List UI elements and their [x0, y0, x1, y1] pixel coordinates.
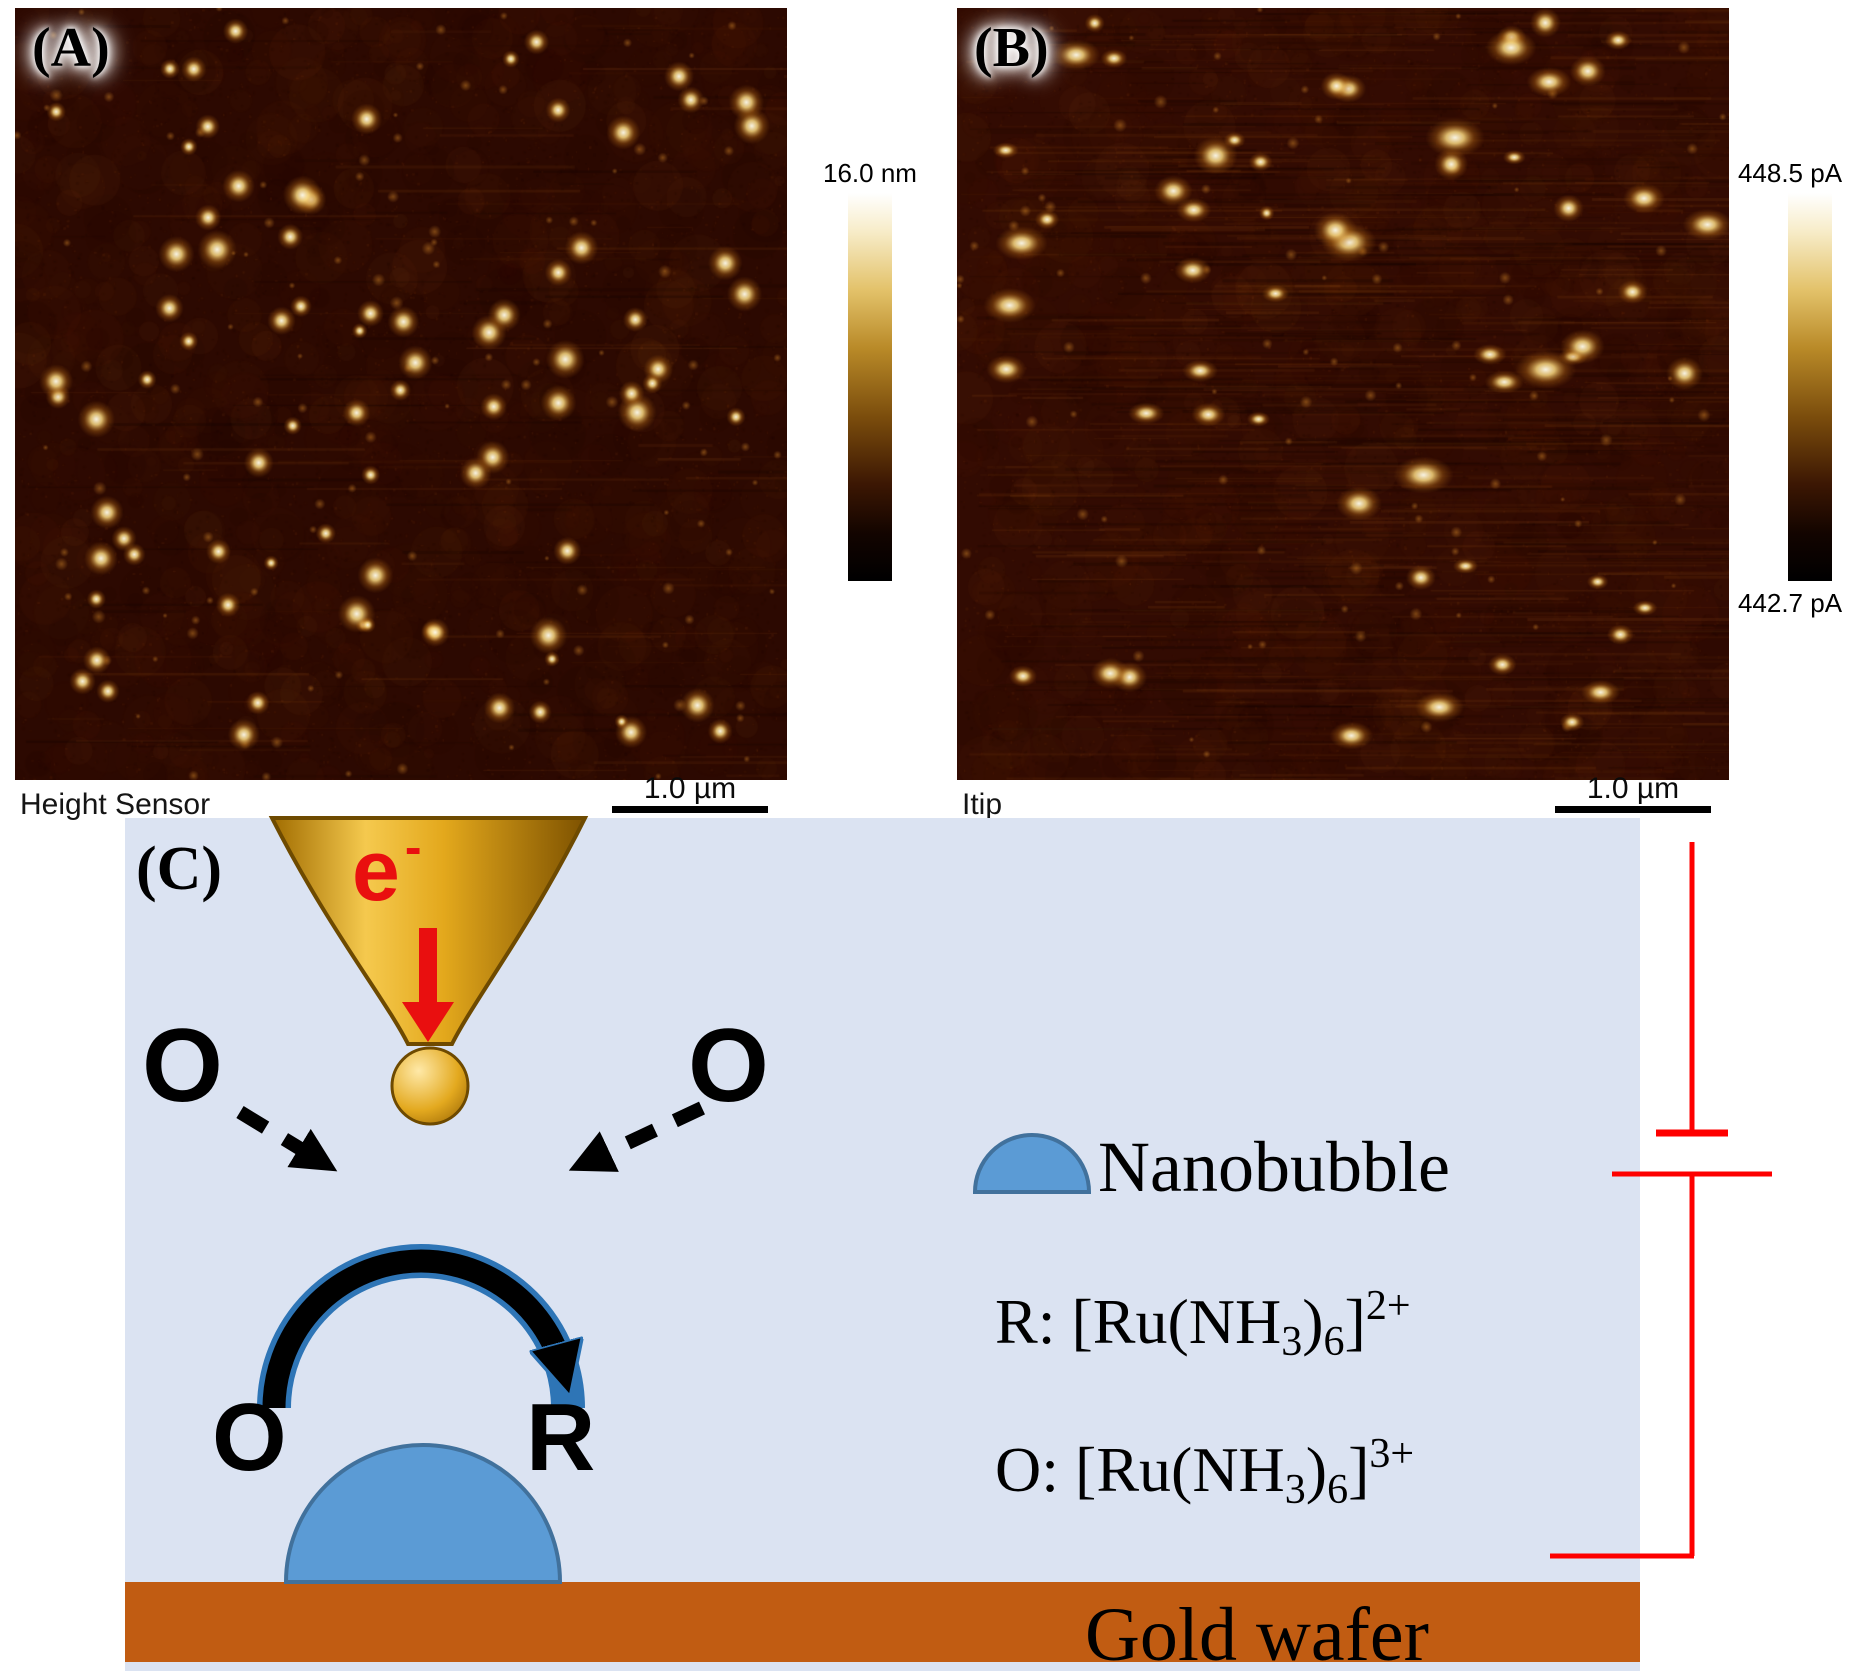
species-o-bracket: ] [1348, 1434, 1370, 1505]
gold-wafer-label: Gold wafer [1085, 1593, 1429, 1671]
electron-label: e- [352, 822, 422, 914]
panel-b-colorbar-min: 442.7 pA [1737, 588, 1843, 618]
arc-r-label: R [526, 1384, 596, 1491]
panel-c-label: (C) [136, 835, 223, 903]
panel-b-colorbar-max: 448.5 pA [1737, 158, 1843, 188]
species-r-sub1: 3 [1281, 1319, 1303, 1365]
arc-o-label: O [212, 1384, 287, 1491]
oxidant-left-label: O [142, 1008, 223, 1124]
afm-height-image [15, 8, 787, 780]
solution-region [125, 818, 1640, 1671]
electron-superscript: - [404, 819, 422, 875]
height-sensor-label: Height Sensor [20, 788, 211, 821]
species-o-sub1: 3 [1284, 1467, 1306, 1513]
species-r-paren: ) [1302, 1286, 1324, 1357]
species-r-prefix: R: [Ru(NH [995, 1286, 1282, 1357]
afm-current-image [957, 8, 1729, 780]
panel-a-label: (A) [32, 17, 110, 79]
species-o-paren: ) [1305, 1434, 1328, 1505]
legend-reduced-species: R: [Ru(NH3)6]2+ [995, 1282, 1411, 1366]
itip-label: Itip [962, 788, 1003, 821]
panel-a-scalebar [612, 806, 768, 813]
panel-a-colorbar [848, 193, 892, 581]
gold-wafer [125, 1582, 1640, 1662]
species-o-charge: 3+ [1369, 1431, 1415, 1477]
panel-a-scalebar-label: 1.0 µm [643, 772, 737, 805]
panel-b-label: (B) [974, 17, 1049, 79]
legend-nanobubble-label: Nanobubble [1098, 1127, 1450, 1207]
species-r-bracket: ] [1344, 1286, 1366, 1357]
panel-b-scalebar-label: 1.0 µm [1586, 772, 1680, 805]
legend-oxidized-species: O: [Ru(NH3)6]3+ [995, 1430, 1414, 1514]
species-r-sub2: 6 [1323, 1319, 1345, 1365]
panel-a-colorbar-max: 16.0 nm [823, 158, 917, 188]
species-r-charge: 2+ [1365, 1283, 1411, 1329]
oxidant-right-label: O [688, 1008, 769, 1124]
panel-b-colorbar [1788, 193, 1832, 581]
species-o-sub2: 6 [1327, 1467, 1349, 1513]
panel-b-scalebar [1555, 806, 1711, 813]
electron-base: e [352, 823, 400, 919]
species-o-prefix: O: [Ru(NH [995, 1434, 1285, 1505]
